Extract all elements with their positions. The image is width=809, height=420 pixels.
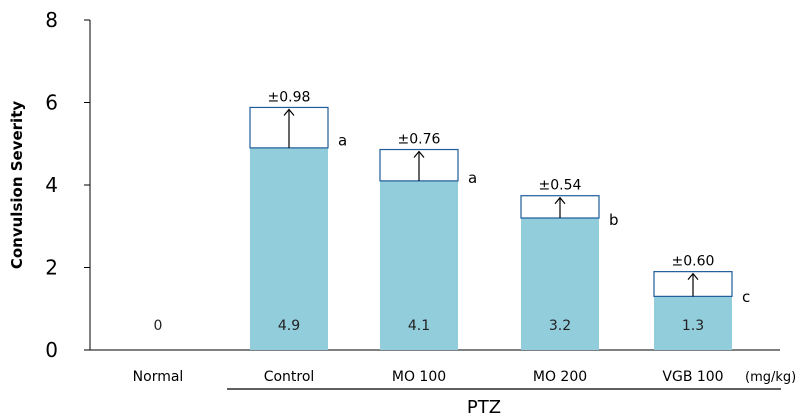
- y-tick-label: 0: [45, 338, 58, 362]
- x-tick-label: VGB 100: [662, 369, 723, 385]
- significance-letter: c: [742, 288, 750, 306]
- error-arrow-head: [413, 150, 425, 158]
- y-tick-label: 2: [45, 256, 58, 280]
- bar: [654, 296, 732, 350]
- bar: [380, 180, 458, 350]
- error-label: ±0.60: [672, 254, 715, 270]
- ptz-group-label: PTZ: [467, 397, 501, 418]
- x-tick-label: MO 100: [392, 369, 446, 385]
- significance-letter: a: [468, 169, 477, 187]
- bar: [250, 147, 328, 350]
- error-label: ±0.76: [398, 132, 441, 148]
- y-tick-label: 8: [45, 8, 58, 32]
- y-tick-label: 6: [45, 91, 58, 115]
- bar-value-label: 4.1: [408, 318, 430, 334]
- bar-value-label: 1.3: [682, 318, 704, 334]
- bar-value-label: 3.2: [549, 318, 571, 334]
- unit-label: (mg/kg): [745, 370, 796, 385]
- error-label: ±0.98: [268, 89, 311, 105]
- x-tick-label: Control: [264, 369, 315, 385]
- labels: Normal 0 Control 4.9 ±0.98 a MO 100 4.1 ±0.76 a MO…: [133, 89, 751, 385]
- bar-value-label: 4.9: [278, 318, 300, 334]
- y-tick-label: 4: [45, 173, 58, 197]
- error-arrow-head: [554, 196, 566, 205]
- error-arrow-head: [283, 108, 295, 116]
- error-arrow-head: [687, 272, 699, 281]
- bar: [521, 218, 599, 350]
- bars: [249, 106, 733, 350]
- y-axis-label: Convulsion Severity: [8, 101, 26, 270]
- bar-value-label: 0: [154, 318, 163, 334]
- x-tick-label: Normal: [133, 369, 184, 385]
- x-tick-label: MO 200: [533, 369, 587, 385]
- error-label: ±0.54: [539, 178, 582, 194]
- significance-letter: a: [338, 132, 347, 150]
- significance-letter: b: [609, 211, 619, 229]
